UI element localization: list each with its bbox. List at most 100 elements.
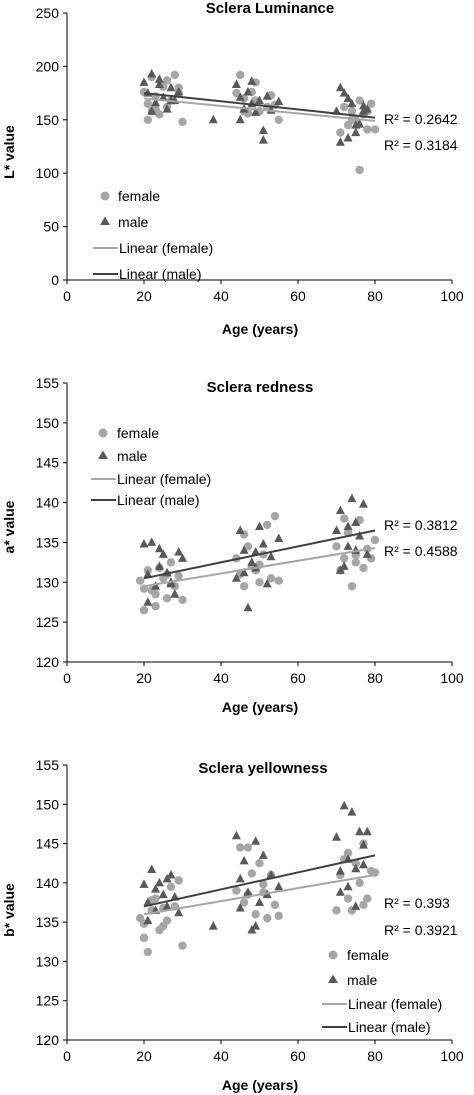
data-point-female <box>143 115 153 125</box>
x-tick-label: 60 <box>290 1048 306 1064</box>
data-point-male <box>335 866 345 875</box>
data-point-female <box>243 542 253 551</box>
chart-panel-luminance: Sclera Luminance Age (years) L* value fe… <box>1 0 464 337</box>
data-point-male <box>339 88 349 97</box>
data-point-female <box>239 582 249 591</box>
data-point-male <box>154 79 164 89</box>
data-point-male <box>347 493 357 503</box>
data-point-male <box>251 921 261 930</box>
r2-female: R² = 0.2642 <box>384 111 458 127</box>
x-tick-label: 0 <box>63 288 71 304</box>
data-point-male <box>239 855 249 865</box>
data-point-female <box>243 843 253 852</box>
data-point-female <box>159 921 168 931</box>
data-point-male <box>243 887 253 896</box>
data-point-male <box>339 561 349 570</box>
data-point-male <box>351 120 361 129</box>
data-point-male <box>154 543 164 553</box>
data-point-female <box>351 558 360 567</box>
data-point-female <box>170 70 179 80</box>
data-point-female <box>370 125 380 134</box>
x-tick-label: 0 <box>63 670 71 686</box>
data-point-female <box>251 910 260 919</box>
data-point-male <box>208 114 218 124</box>
y-tick-label: 120 <box>36 1032 60 1048</box>
data-point-male <box>339 800 349 810</box>
x-tick-label: 20 <box>136 288 152 304</box>
data-point-female <box>263 520 272 530</box>
y-axis-label: a* value <box>1 500 17 553</box>
data-point-male <box>147 537 157 546</box>
data-point-male <box>347 98 357 108</box>
data-point-male <box>158 549 168 558</box>
data-point-male <box>251 546 261 556</box>
data-point-male <box>166 870 176 879</box>
data-point-female <box>363 125 372 134</box>
y-tick-label: 130 <box>36 953 60 969</box>
x-tick-label: 100 <box>440 288 464 304</box>
data-point-male <box>258 125 268 134</box>
data-point-female <box>162 594 172 603</box>
data-point-female <box>143 99 153 108</box>
trendline-male <box>143 854 376 908</box>
data-point-male <box>231 79 241 89</box>
x-tick-label: 0 <box>63 1048 71 1064</box>
x-tick-label: 40 <box>213 288 229 304</box>
data-point-male <box>255 95 264 105</box>
data-point-male <box>151 97 161 107</box>
data-point-male <box>166 578 176 588</box>
x-tick-label: 40 <box>213 670 229 686</box>
legend-marker-female <box>98 428 108 438</box>
data-point-male <box>358 499 368 508</box>
x-tick-label: 100 <box>440 670 464 686</box>
y-tick-label: 155 <box>36 757 60 773</box>
data-point-male <box>162 873 172 883</box>
data-point-male <box>154 561 164 570</box>
data-point-female <box>166 882 176 891</box>
data-point-female <box>274 911 283 921</box>
data-point-male <box>243 602 253 612</box>
data-point-female <box>340 514 349 523</box>
legend-label-linear-female: Linear (female) <box>117 471 211 487</box>
data-point-male <box>255 897 264 906</box>
r2-male: R² = 0.3921 <box>384 922 458 938</box>
data-point-female <box>162 76 172 85</box>
data-point-female <box>232 886 241 895</box>
data-point-male <box>347 807 357 816</box>
x-tick-label: 80 <box>367 288 383 304</box>
data-point-female <box>363 894 372 903</box>
data-point-female <box>347 107 357 116</box>
legend-marker-female <box>100 191 110 201</box>
data-point-male <box>247 76 257 85</box>
data-point-female <box>236 843 245 852</box>
data-point-female <box>347 582 357 591</box>
trendline-female <box>143 874 376 916</box>
x-tick-label: 20 <box>136 1048 152 1064</box>
data-point-male <box>358 859 368 869</box>
chart-title: Sclera Luminance <box>206 0 334 17</box>
data-point-male <box>335 82 345 92</box>
data-point-male <box>231 830 241 840</box>
data-point-male <box>170 589 180 598</box>
r2-male: R² = 0.3184 <box>384 137 458 153</box>
data-point-male <box>158 889 168 899</box>
data-point-male <box>143 897 153 906</box>
y-tick-label: 250 <box>36 5 60 21</box>
trendline-male <box>143 92 376 119</box>
data-point-female <box>370 535 380 545</box>
legend-label-female: female <box>347 947 389 963</box>
data-point-female <box>232 88 241 98</box>
data-point-female <box>274 576 283 585</box>
legend-label-linear-male: Linear (male) <box>117 492 199 508</box>
data-point-female <box>332 906 341 915</box>
data-point-female <box>340 102 349 112</box>
data-point-male <box>358 840 368 849</box>
x-tick-label: 20 <box>136 670 152 686</box>
trendline-female <box>143 547 376 588</box>
data-point-male <box>335 505 345 515</box>
data-point-male <box>274 96 284 106</box>
data-point-female <box>340 554 349 563</box>
data-point-male <box>174 907 184 917</box>
data-point-male <box>158 92 168 101</box>
x-tick-label: 60 <box>290 670 306 686</box>
